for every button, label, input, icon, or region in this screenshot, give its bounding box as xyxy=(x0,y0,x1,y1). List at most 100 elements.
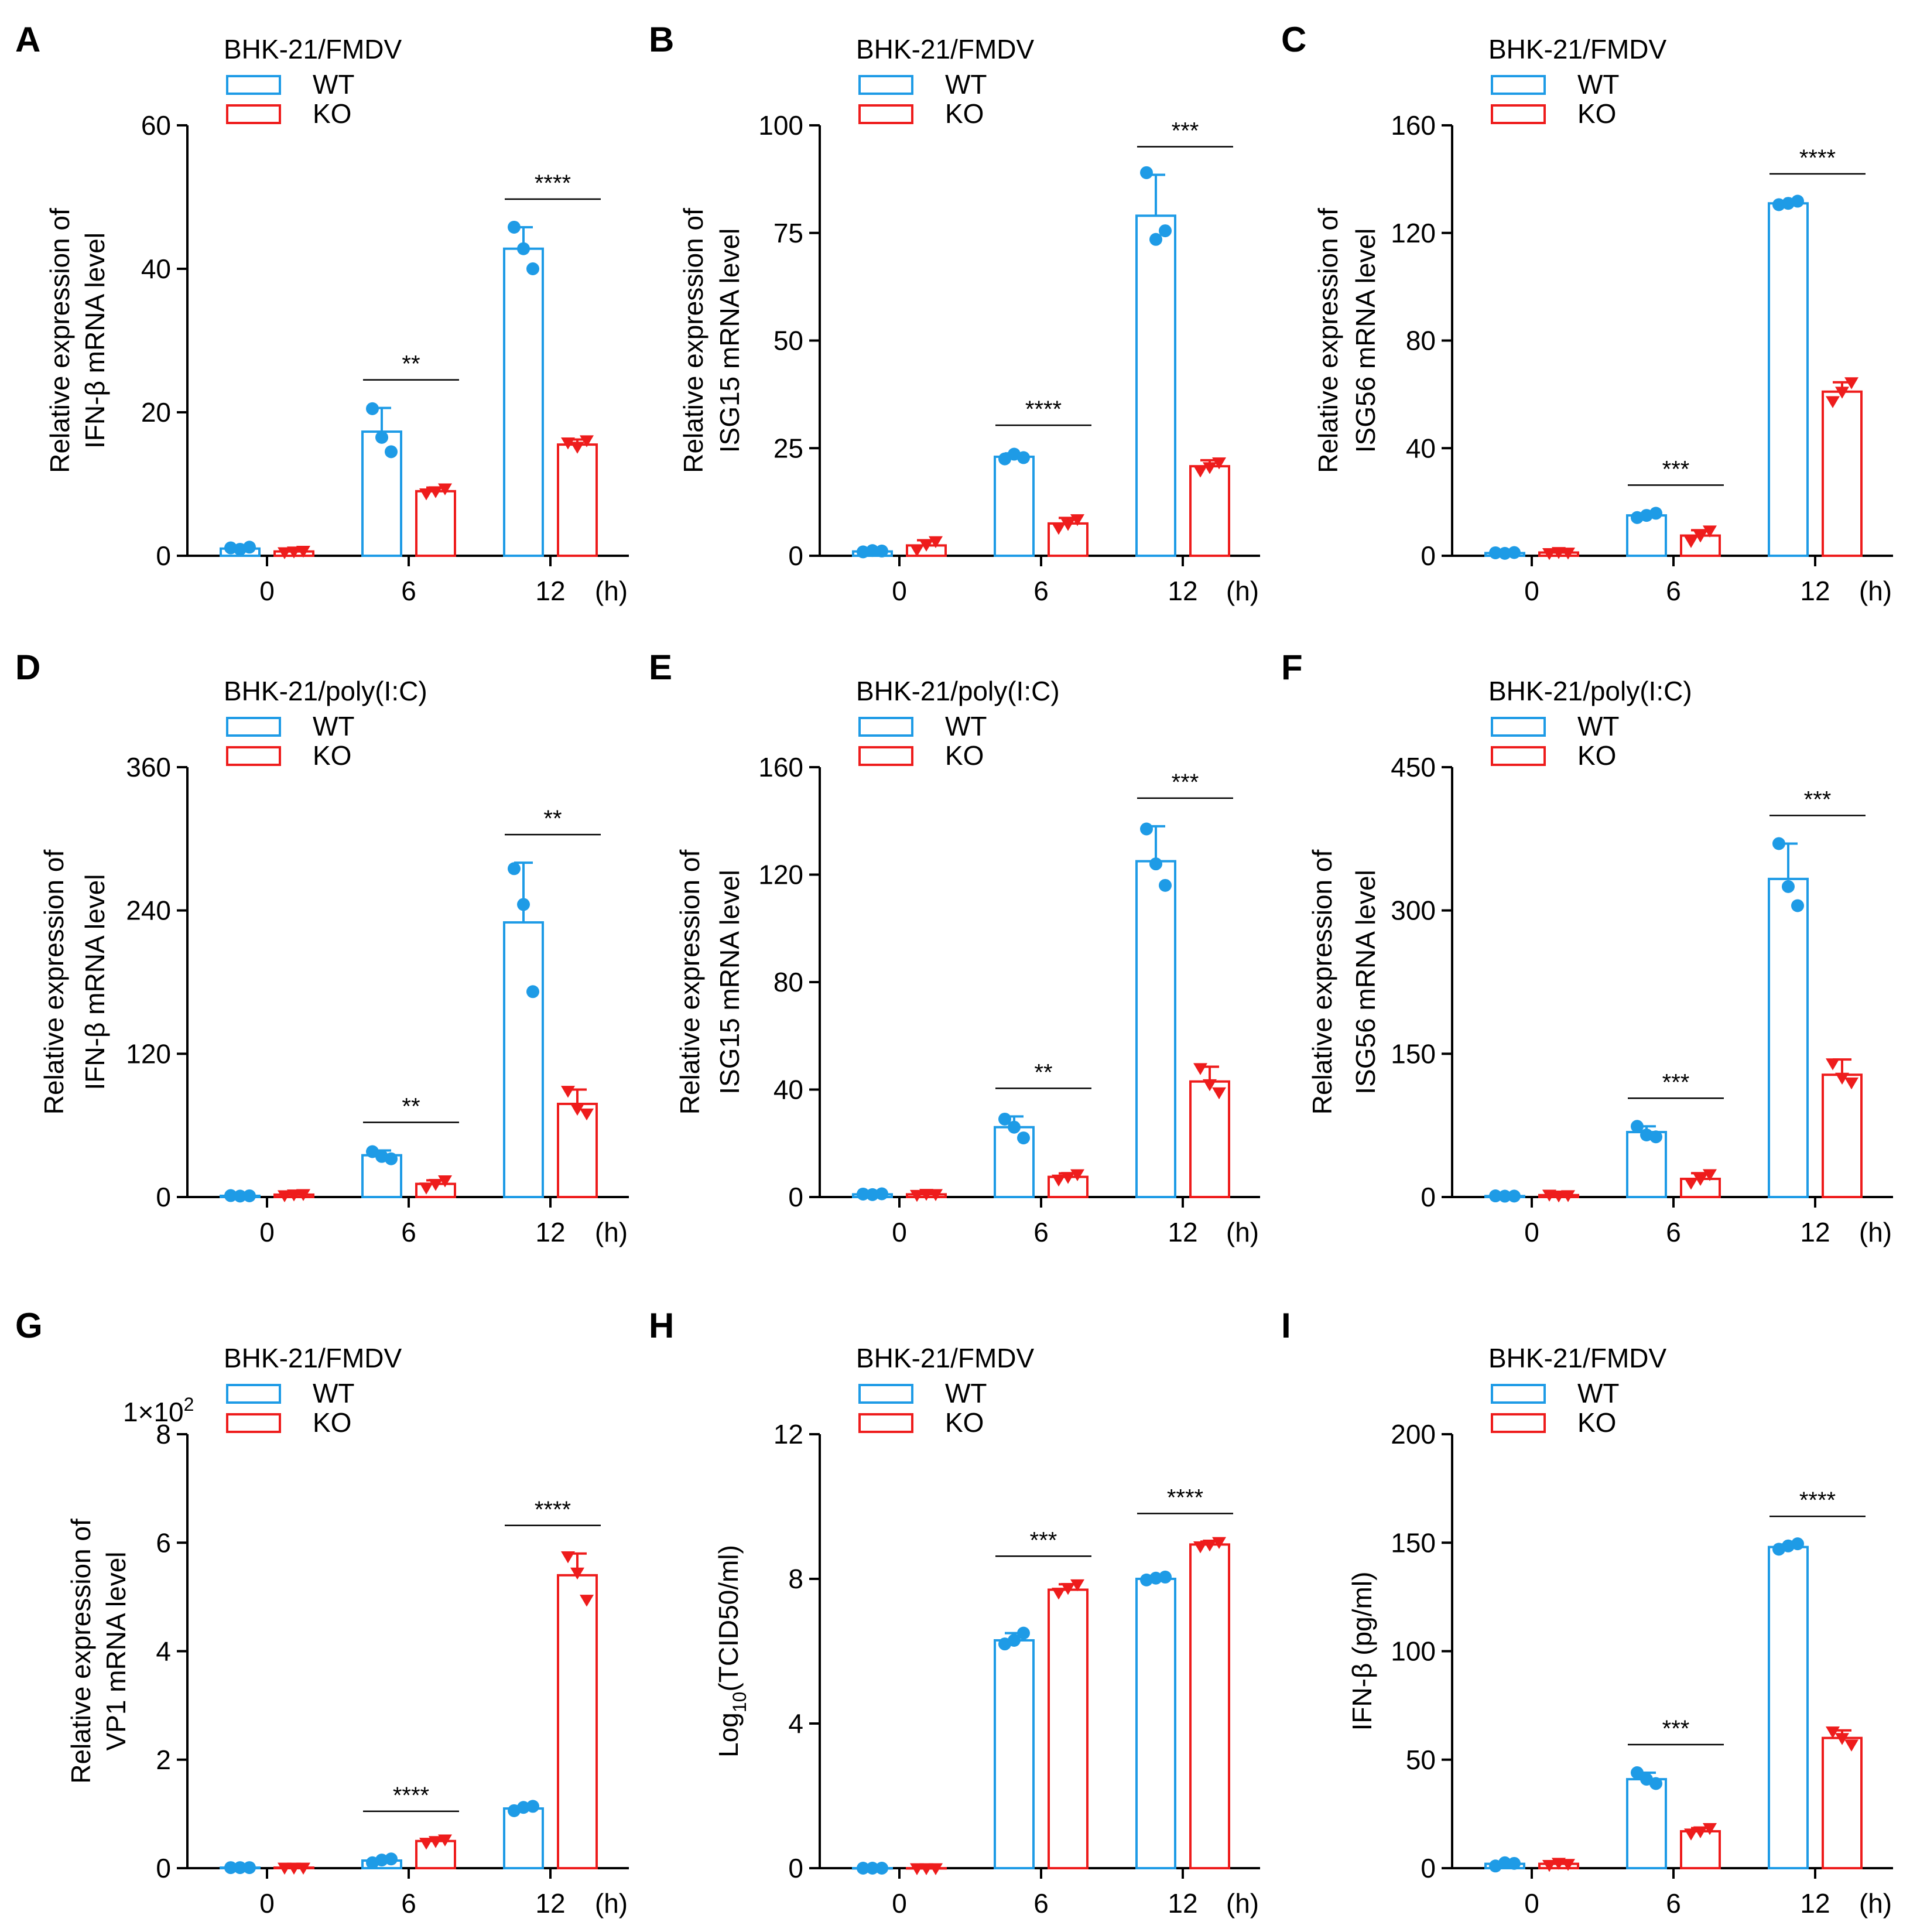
x-tick-label: 0 xyxy=(892,1217,907,1247)
data-point-wt xyxy=(243,1861,256,1875)
data-point-ko xyxy=(1203,1079,1217,1092)
data-point-ko xyxy=(1070,514,1084,526)
data-point-wt xyxy=(1008,1120,1021,1134)
data-point-ko xyxy=(561,1086,575,1098)
data-point-ko xyxy=(910,1189,924,1202)
data-point-ko xyxy=(419,1838,433,1850)
data-point-wt xyxy=(1017,1626,1030,1640)
data-point-ko xyxy=(1061,1172,1075,1184)
legend-title: BHK-21/poly(I:C) xyxy=(856,676,1060,706)
legend-swatch-ko xyxy=(858,1413,913,1433)
data-point-ko xyxy=(1844,1077,1858,1090)
data-point-ko xyxy=(1542,548,1556,560)
legend-label-ko: KO xyxy=(313,1407,351,1438)
data-point-ko xyxy=(278,1862,292,1875)
y-tick-label: 120 xyxy=(758,860,803,890)
bar-ko xyxy=(557,443,598,557)
data-point-wt xyxy=(866,1188,879,1201)
y-tick-label: 12 xyxy=(773,1419,803,1449)
data-point-wt xyxy=(1017,1131,1030,1145)
y-tick-label: 0 xyxy=(1421,1182,1436,1212)
significance-label: **** xyxy=(1799,145,1836,171)
data-point-ko xyxy=(1561,1190,1575,1202)
data-point-ko xyxy=(919,1863,933,1875)
panel-label: A xyxy=(15,20,40,59)
bar-ko xyxy=(1822,390,1863,557)
data-point-ko xyxy=(1203,1539,1217,1552)
data-point-wt xyxy=(875,1862,888,1875)
data-point-wt xyxy=(1498,546,1511,560)
x-unit-label: (h) xyxy=(1226,1888,1259,1919)
data-point-wt xyxy=(857,1862,870,1875)
data-point-ko xyxy=(580,1108,594,1121)
data-point-wt xyxy=(1498,1189,1511,1203)
legend-swatch-wt xyxy=(226,1384,281,1404)
legend-label-ko: KO xyxy=(1577,740,1616,771)
multiplier-base: 1×10 xyxy=(123,1397,184,1427)
data-point-ko xyxy=(1835,387,1849,399)
data-point-wt xyxy=(517,898,530,911)
legend-label-ko: KO xyxy=(945,98,984,129)
data-point-ko xyxy=(1561,1859,1575,1871)
data-point-wt xyxy=(857,1187,870,1201)
x-tick-label: 12 xyxy=(1800,576,1830,606)
legend-label-wt: WT xyxy=(1577,69,1620,100)
y-tick-label: 40 xyxy=(141,254,171,284)
panel-a: A Relative expression of IFN-β mRNA level 0… xyxy=(15,20,629,606)
data-point-wt xyxy=(224,1189,237,1202)
panel-b: B Relative expression of ISG15 mRNA level 0… xyxy=(649,20,1260,606)
data-point-wt xyxy=(526,1800,539,1813)
data-point-wt xyxy=(508,220,521,234)
y-tick-label: 450 xyxy=(1391,752,1436,782)
y-axis-label-line: Relative expression of xyxy=(1307,850,1337,1115)
y-tick-label: 20 xyxy=(141,397,171,428)
data-point-ko xyxy=(287,546,301,559)
bar-wt xyxy=(994,455,1035,558)
legend-title: BHK-21/FMDV xyxy=(856,34,1034,64)
y-tick-label: 300 xyxy=(1391,895,1436,926)
legend-title: BHK-21/FMDV xyxy=(1488,34,1666,64)
x-unit-label: (h) xyxy=(1226,1217,1259,1247)
y-tick-label: 0 xyxy=(1421,1853,1436,1883)
data-point-wt xyxy=(1782,880,1795,893)
y-tick-label: 80 xyxy=(773,967,803,997)
data-point-ko xyxy=(1212,1537,1226,1550)
legend-swatch-ko xyxy=(226,104,281,124)
data-point-ko xyxy=(1542,1860,1556,1872)
data-point-ko xyxy=(919,539,933,552)
x-tick-label: 0 xyxy=(1524,1888,1539,1919)
bar-ko xyxy=(557,1102,598,1199)
y-axis-label-line: ISG15 mRNA level xyxy=(714,870,745,1094)
data-point-ko xyxy=(1844,1739,1858,1752)
data-point-ko xyxy=(278,1190,292,1202)
multiplier-exponent: 2 xyxy=(184,1394,194,1415)
data-point-wt xyxy=(1017,451,1030,464)
y-axis-label-line: Relative expression of xyxy=(39,850,69,1115)
bar-ko xyxy=(1048,1588,1089,1869)
significance-label: *** xyxy=(1804,787,1832,812)
legend-label-wt: WT xyxy=(1577,711,1620,741)
significance-label: **** xyxy=(393,1783,429,1808)
x-tick-label: 6 xyxy=(1666,1217,1681,1247)
x-tick-label: 12 xyxy=(1168,576,1197,606)
data-point-wt xyxy=(1159,224,1172,238)
y-tick-label: 200 xyxy=(1391,1419,1436,1449)
data-point-ko xyxy=(561,437,575,450)
data-point-ko xyxy=(1212,457,1226,470)
x-tick-label: 6 xyxy=(1033,576,1049,606)
data-point-ko xyxy=(1193,1063,1207,1075)
x-unit-label: (h) xyxy=(1859,1888,1892,1919)
data-point-wt xyxy=(234,1861,247,1875)
legend-swatch-ko xyxy=(1491,1413,1546,1433)
x-tick-label: 12 xyxy=(1800,1888,1830,1919)
data-point-wt xyxy=(998,1112,1011,1126)
x-tick-label: 12 xyxy=(535,576,565,606)
significance-label: *** xyxy=(1662,1716,1690,1742)
data-point-wt xyxy=(508,862,521,876)
data-point-ko xyxy=(296,1189,310,1201)
bar-wt xyxy=(503,1807,544,1870)
data-point-wt xyxy=(526,262,539,275)
data-point-wt xyxy=(1489,546,1502,559)
data-point-ko xyxy=(1693,1826,1707,1839)
